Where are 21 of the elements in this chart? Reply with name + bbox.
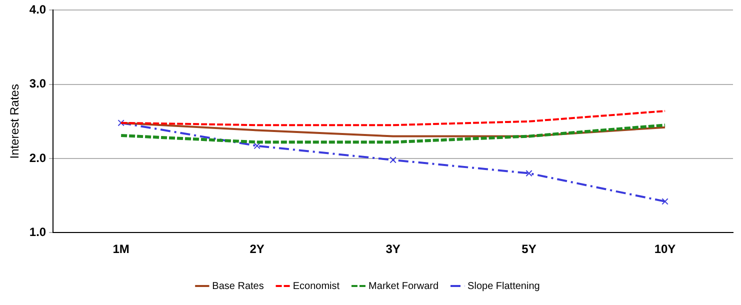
y-tick-label: 3.0 <box>29 76 46 91</box>
legend-label: Base Rates <box>212 280 264 292</box>
y-tick-label: 1.0 <box>29 224 46 239</box>
point <box>390 156 396 164</box>
point <box>118 120 124 126</box>
legend-label: Market Forward <box>368 280 439 292</box>
line-series <box>120 110 666 126</box>
line-series <box>120 124 667 144</box>
x-tick-label: 1M <box>112 242 130 256</box>
legend-label: Slope Flattening <box>468 280 540 292</box>
point <box>254 142 260 150</box>
legend-label: Economist <box>292 280 340 292</box>
x-tick-label: 5Y <box>522 242 536 256</box>
y-tick-label: 2.0 <box>29 150 46 165</box>
x-tick-label: 2Y <box>250 242 264 256</box>
y-tick-label: 4.0 <box>29 2 46 17</box>
x-tick-label: 3Y <box>386 242 400 256</box>
point <box>662 198 668 205</box>
x-tick-label: 10Y <box>654 242 676 256</box>
point <box>526 170 532 177</box>
y-axis-title: Interest Rates <box>8 84 22 159</box>
